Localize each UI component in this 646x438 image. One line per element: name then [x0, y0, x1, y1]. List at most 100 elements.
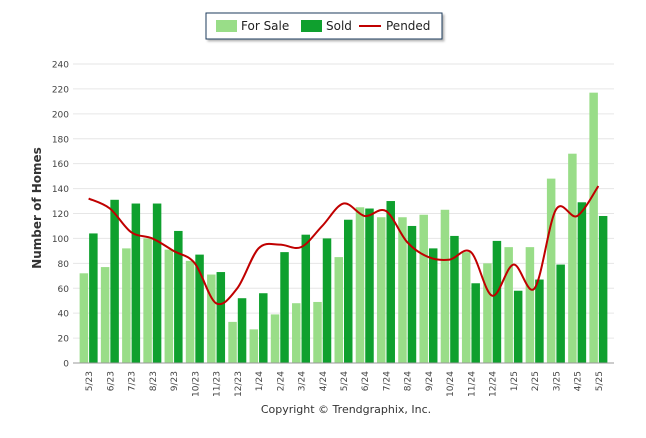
y-tick-label: 240 [52, 61, 69, 71]
bar-sold [535, 279, 544, 363]
bar-sold [428, 248, 438, 363]
y-tick-label: 60 [58, 285, 70, 295]
legend: For Sale Sold Pended [205, 12, 443, 40]
x-tick-label: 3/24 [298, 371, 308, 391]
bar-sold [471, 283, 480, 363]
bar-for-sale [483, 263, 492, 363]
bar-sold [174, 230, 183, 363]
bar-sold [598, 215, 608, 363]
x-tick-label: 6/23 [106, 371, 116, 391]
x-tick-label: 2/24 [276, 371, 286, 391]
y-tick-label: 40 [58, 310, 70, 320]
bar-sold [152, 203, 162, 363]
x-tick-label: 9/23 [170, 371, 180, 391]
bar-for-sale [249, 329, 259, 363]
x-tick-label: 1/25 [510, 371, 520, 391]
y-tick-label: 220 [52, 85, 69, 95]
bar-sold [89, 233, 98, 363]
bar-sold [450, 235, 459, 363]
copyright-footer: Copyright © Trendgraphix, Inc. [261, 403, 431, 416]
bar-sold [195, 254, 204, 363]
bar-sold [492, 240, 502, 363]
bar-sold [216, 272, 226, 363]
gridlines [73, 63, 614, 339]
bar-for-sale [440, 209, 450, 363]
bar-for-sale [589, 92, 598, 363]
bar-for-sale [525, 247, 535, 363]
bar-sold [513, 290, 523, 363]
bar-sold [237, 298, 247, 363]
bar-for-sale [568, 153, 577, 363]
y-tick-label: 0 [63, 360, 69, 370]
bar-for-sale [164, 249, 174, 363]
x-tick-label: 5/23 [85, 371, 95, 391]
y-tick-label: 80 [58, 260, 70, 270]
y-tick-label: 160 [52, 160, 69, 170]
x-tick-label: 10/24 [446, 371, 456, 397]
legend-swatch-for-sale [216, 20, 237, 32]
bar-sold [365, 208, 374, 363]
x-tick-label: 7/24 [382, 371, 392, 391]
bar-for-sale [313, 301, 322, 363]
x-tick-label: 12/23 [234, 371, 244, 397]
legend-swatch-sold [301, 20, 322, 32]
bar-for-sale [355, 207, 365, 363]
bar-sold [131, 203, 141, 363]
bar-sold [407, 225, 417, 363]
bar-for-sale [398, 217, 407, 363]
y-tick-label: 180 [52, 135, 69, 145]
bars [79, 92, 608, 363]
bar-sold [344, 219, 353, 363]
bar-for-sale [546, 178, 556, 363]
legend-label-pended: Pended [386, 19, 430, 33]
x-tick-label: 11/24 [467, 371, 477, 397]
bar-for-sale [419, 214, 428, 363]
x-tick-label: 8/24 [404, 371, 414, 391]
x-tick-label: 3/25 [552, 371, 562, 391]
x-tick-label: 1/24 [255, 371, 265, 391]
bar-for-sale [461, 252, 471, 363]
y-tick-label: 100 [52, 235, 69, 245]
pended-line [88, 185, 600, 306]
bar-sold [556, 264, 565, 363]
pended-line-layer [88, 185, 600, 306]
x-tick-label: 4/25 [574, 371, 584, 391]
legend-label-sold: Sold [326, 19, 352, 33]
bar-for-sale [79, 273, 89, 363]
y-tick-label: 20 [58, 335, 70, 345]
bar-sold [322, 238, 332, 363]
bar-for-sale [207, 274, 216, 363]
axes: 0 20 40 60 80 100 120 140 160 180 200 220 240 5/23 6/2… [52, 61, 614, 397]
bar-sold [259, 293, 268, 363]
bar-sold [386, 201, 395, 363]
x-tick-label: 5/25 [595, 371, 605, 391]
x-tick-label: 4/24 [319, 371, 329, 391]
bar-for-sale [504, 247, 513, 363]
x-tick-label: 11/23 [213, 371, 223, 397]
x-tick-label: 12/24 [489, 371, 499, 397]
bar-sold [577, 202, 587, 363]
x-tick-label: 5/24 [340, 371, 350, 391]
y-tick-label: 120 [52, 210, 69, 220]
bar-sold [110, 199, 119, 363]
bar-sold [301, 234, 311, 363]
legend-label-for-sale: For Sale [241, 19, 289, 33]
y-axis-label: Number of Homes [30, 147, 44, 269]
legend-box [205, 12, 443, 40]
bar-for-sale [185, 260, 195, 363]
x-tick-label: 2/25 [531, 371, 541, 391]
bar-sold [280, 252, 289, 363]
y-tick-label: 140 [52, 185, 69, 195]
bar-for-sale [270, 314, 280, 363]
x-tick-label: 10/23 [191, 371, 201, 397]
bar-for-sale [228, 321, 237, 363]
y-tick-label: 200 [52, 110, 69, 120]
x-tick-label: 9/24 [425, 371, 435, 391]
bar-for-sale [143, 238, 152, 363]
x-tick-label: 8/23 [149, 371, 159, 391]
bar-for-sale [376, 217, 386, 363]
x-tick-label: 6/24 [361, 371, 371, 391]
bar-for-sale [334, 257, 343, 363]
